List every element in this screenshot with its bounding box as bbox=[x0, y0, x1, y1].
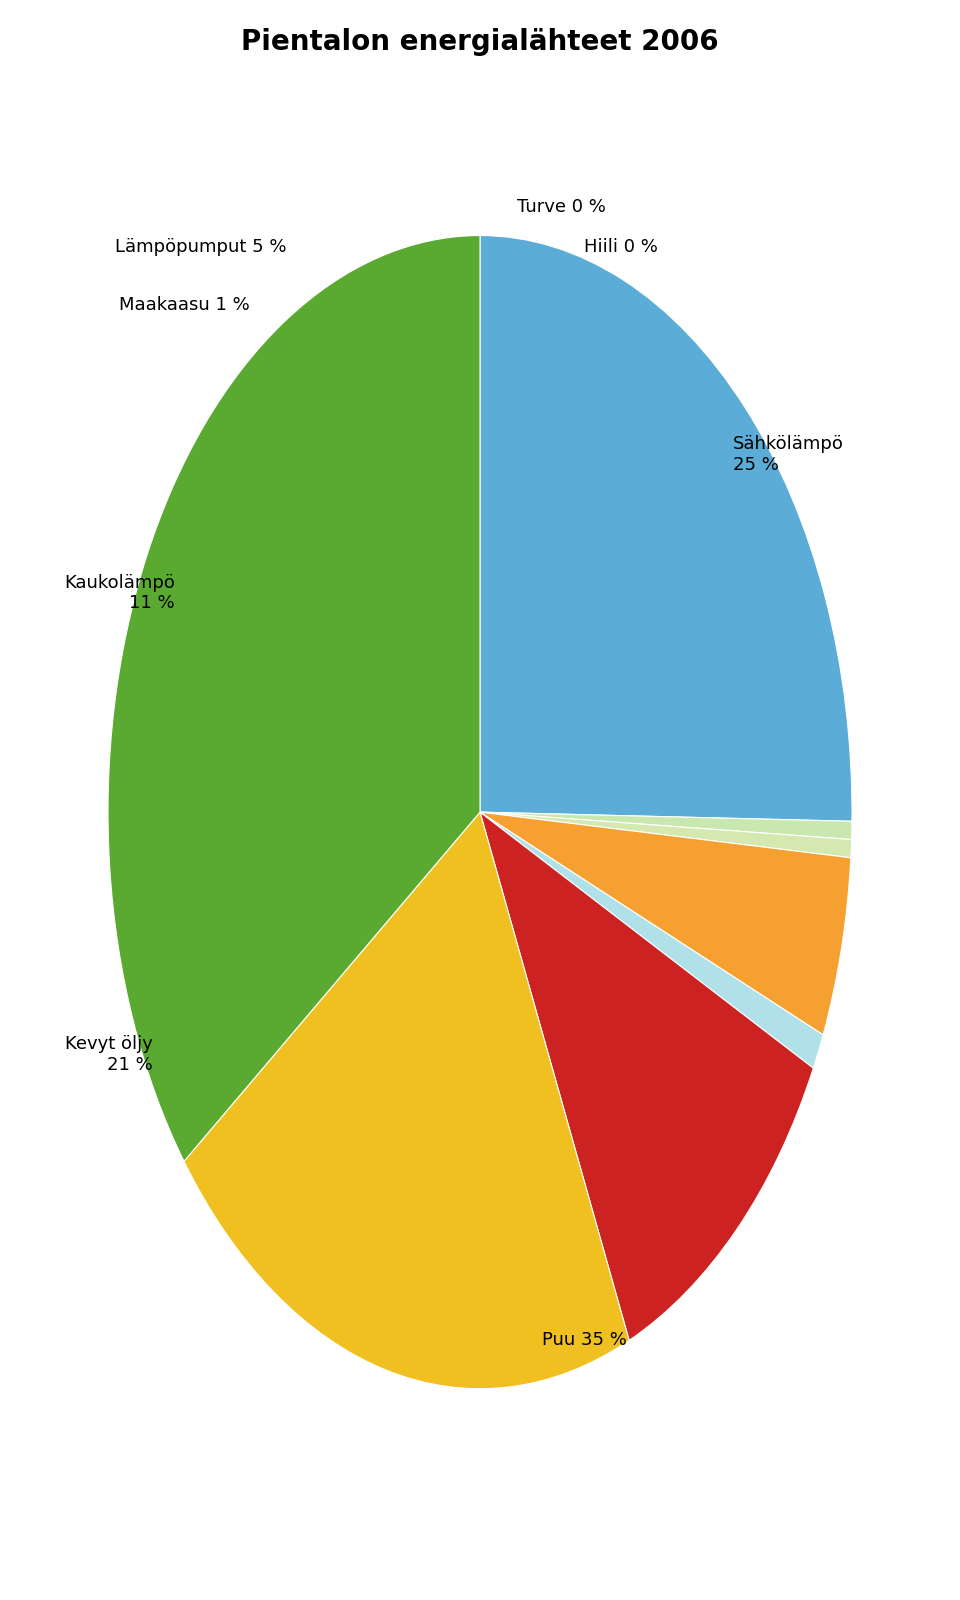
Text: Maakaasu 1 %: Maakaasu 1 % bbox=[119, 296, 250, 314]
Wedge shape bbox=[480, 813, 823, 1069]
Text: Hiili 0 %: Hiili 0 % bbox=[584, 238, 658, 256]
Text: Sähkölämpö
25 %: Sähkölämpö 25 % bbox=[733, 435, 844, 474]
Wedge shape bbox=[480, 813, 813, 1341]
Wedge shape bbox=[480, 813, 852, 858]
Text: Lämpöpumput 5 %: Lämpöpumput 5 % bbox=[115, 238, 286, 256]
Text: Kevyt öljy
21 %: Kevyt öljy 21 % bbox=[64, 1035, 153, 1074]
Wedge shape bbox=[480, 813, 851, 1035]
Wedge shape bbox=[184, 813, 629, 1389]
Text: Puu 35 %: Puu 35 % bbox=[541, 1331, 627, 1349]
Wedge shape bbox=[480, 235, 852, 821]
Wedge shape bbox=[108, 235, 480, 1162]
Text: Kaukolämpö
11 %: Kaukolämpö 11 % bbox=[64, 574, 175, 613]
Text: Turve 0 %: Turve 0 % bbox=[517, 198, 606, 216]
Wedge shape bbox=[480, 813, 852, 840]
Title: Pientalon energialähteet 2006: Pientalon energialähteet 2006 bbox=[241, 27, 719, 56]
